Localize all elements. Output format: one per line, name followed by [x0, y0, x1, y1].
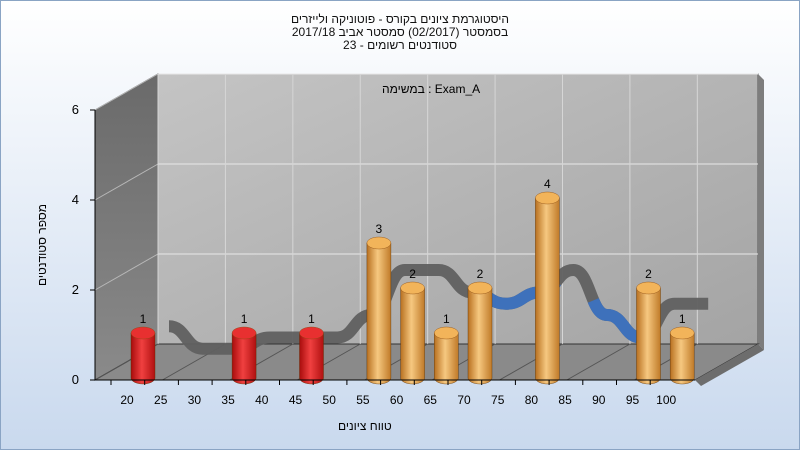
bar-top	[299, 326, 324, 340]
x-tick-label: 75	[491, 393, 505, 407]
bar	[467, 287, 493, 385]
bar-top	[130, 326, 156, 340]
trend-ribbon-highlight	[168, 264, 709, 355]
bar-data-label: 3	[376, 222, 383, 236]
x-tick-label: 60	[390, 393, 404, 407]
x-tick-label: 20	[120, 393, 134, 407]
x-tick-label: 55	[356, 393, 370, 407]
bar-data-label: 1	[443, 312, 450, 326]
bar	[535, 197, 560, 385]
bar	[636, 287, 661, 385]
bar-top	[400, 281, 425, 295]
bar	[299, 332, 324, 385]
bar-top	[231, 326, 257, 340]
bar-data-label: 2	[645, 267, 652, 281]
y-tick-label: 2	[72, 282, 79, 297]
bar-data-label: 2	[409, 267, 416, 281]
grid-line	[94, 163, 159, 201]
x-tick-label: 90	[592, 393, 606, 407]
x-tick-label: 95	[626, 393, 640, 407]
x-tick-label: 70	[457, 393, 471, 407]
chart-title-line-3: סטודנטים רשומים - 23	[343, 38, 457, 52]
x-tick-label: 30	[188, 393, 202, 407]
bar-top	[535, 191, 560, 205]
bar-top	[670, 326, 695, 340]
bar-top	[467, 281, 493, 295]
x-tick-label: 100	[656, 393, 676, 407]
bar-data-label: 2	[477, 267, 484, 281]
y-tick-label: 4	[72, 192, 79, 207]
grid-line	[94, 73, 159, 111]
floor-grid-line	[566, 343, 631, 381]
x-tick-label: 50	[323, 393, 337, 407]
bar-data-label: 1	[679, 312, 686, 326]
grid-line	[94, 253, 159, 291]
x-tick-label: 65	[424, 393, 438, 407]
chart-title-line-1: היסטוגרמת ציונים בקורס - פוטוניקה ולייזר…	[290, 12, 509, 26]
bar-top	[636, 281, 661, 295]
chart-title-line-2: בסמסטר (02/2017) סמסטר אביב 2017/18	[291, 25, 509, 39]
bar	[231, 332, 257, 385]
bar-top	[434, 326, 459, 340]
task-annotation: במשימה : Exam_A	[382, 82, 481, 96]
bar	[400, 287, 425, 385]
bar-data-label: 1	[140, 312, 147, 326]
x-tick-label: 40	[255, 393, 269, 407]
x-tick-label: 35	[221, 393, 235, 407]
y-axis-label: מספר סטודנטים	[35, 203, 49, 287]
bar	[130, 332, 156, 385]
x-axis-label: טווח ציונים	[338, 419, 392, 433]
floor-shadow	[695, 344, 764, 386]
x-tick-label: 45	[289, 393, 303, 407]
y-tick-label: 0	[72, 372, 79, 387]
x-tick-label: 85	[558, 393, 572, 407]
bar-data-label: 1	[241, 312, 248, 326]
bar-data-label: 1	[308, 312, 315, 326]
bar-top	[366, 236, 392, 250]
bar-data-label: 4	[544, 177, 551, 191]
x-tick-label: 80	[525, 393, 539, 407]
bar	[434, 332, 459, 385]
back-wall-shadow	[758, 74, 764, 350]
bar	[670, 332, 695, 385]
y-tick-label: 6	[72, 102, 79, 117]
bar	[366, 242, 392, 385]
x-tick-label: 25	[154, 393, 168, 407]
